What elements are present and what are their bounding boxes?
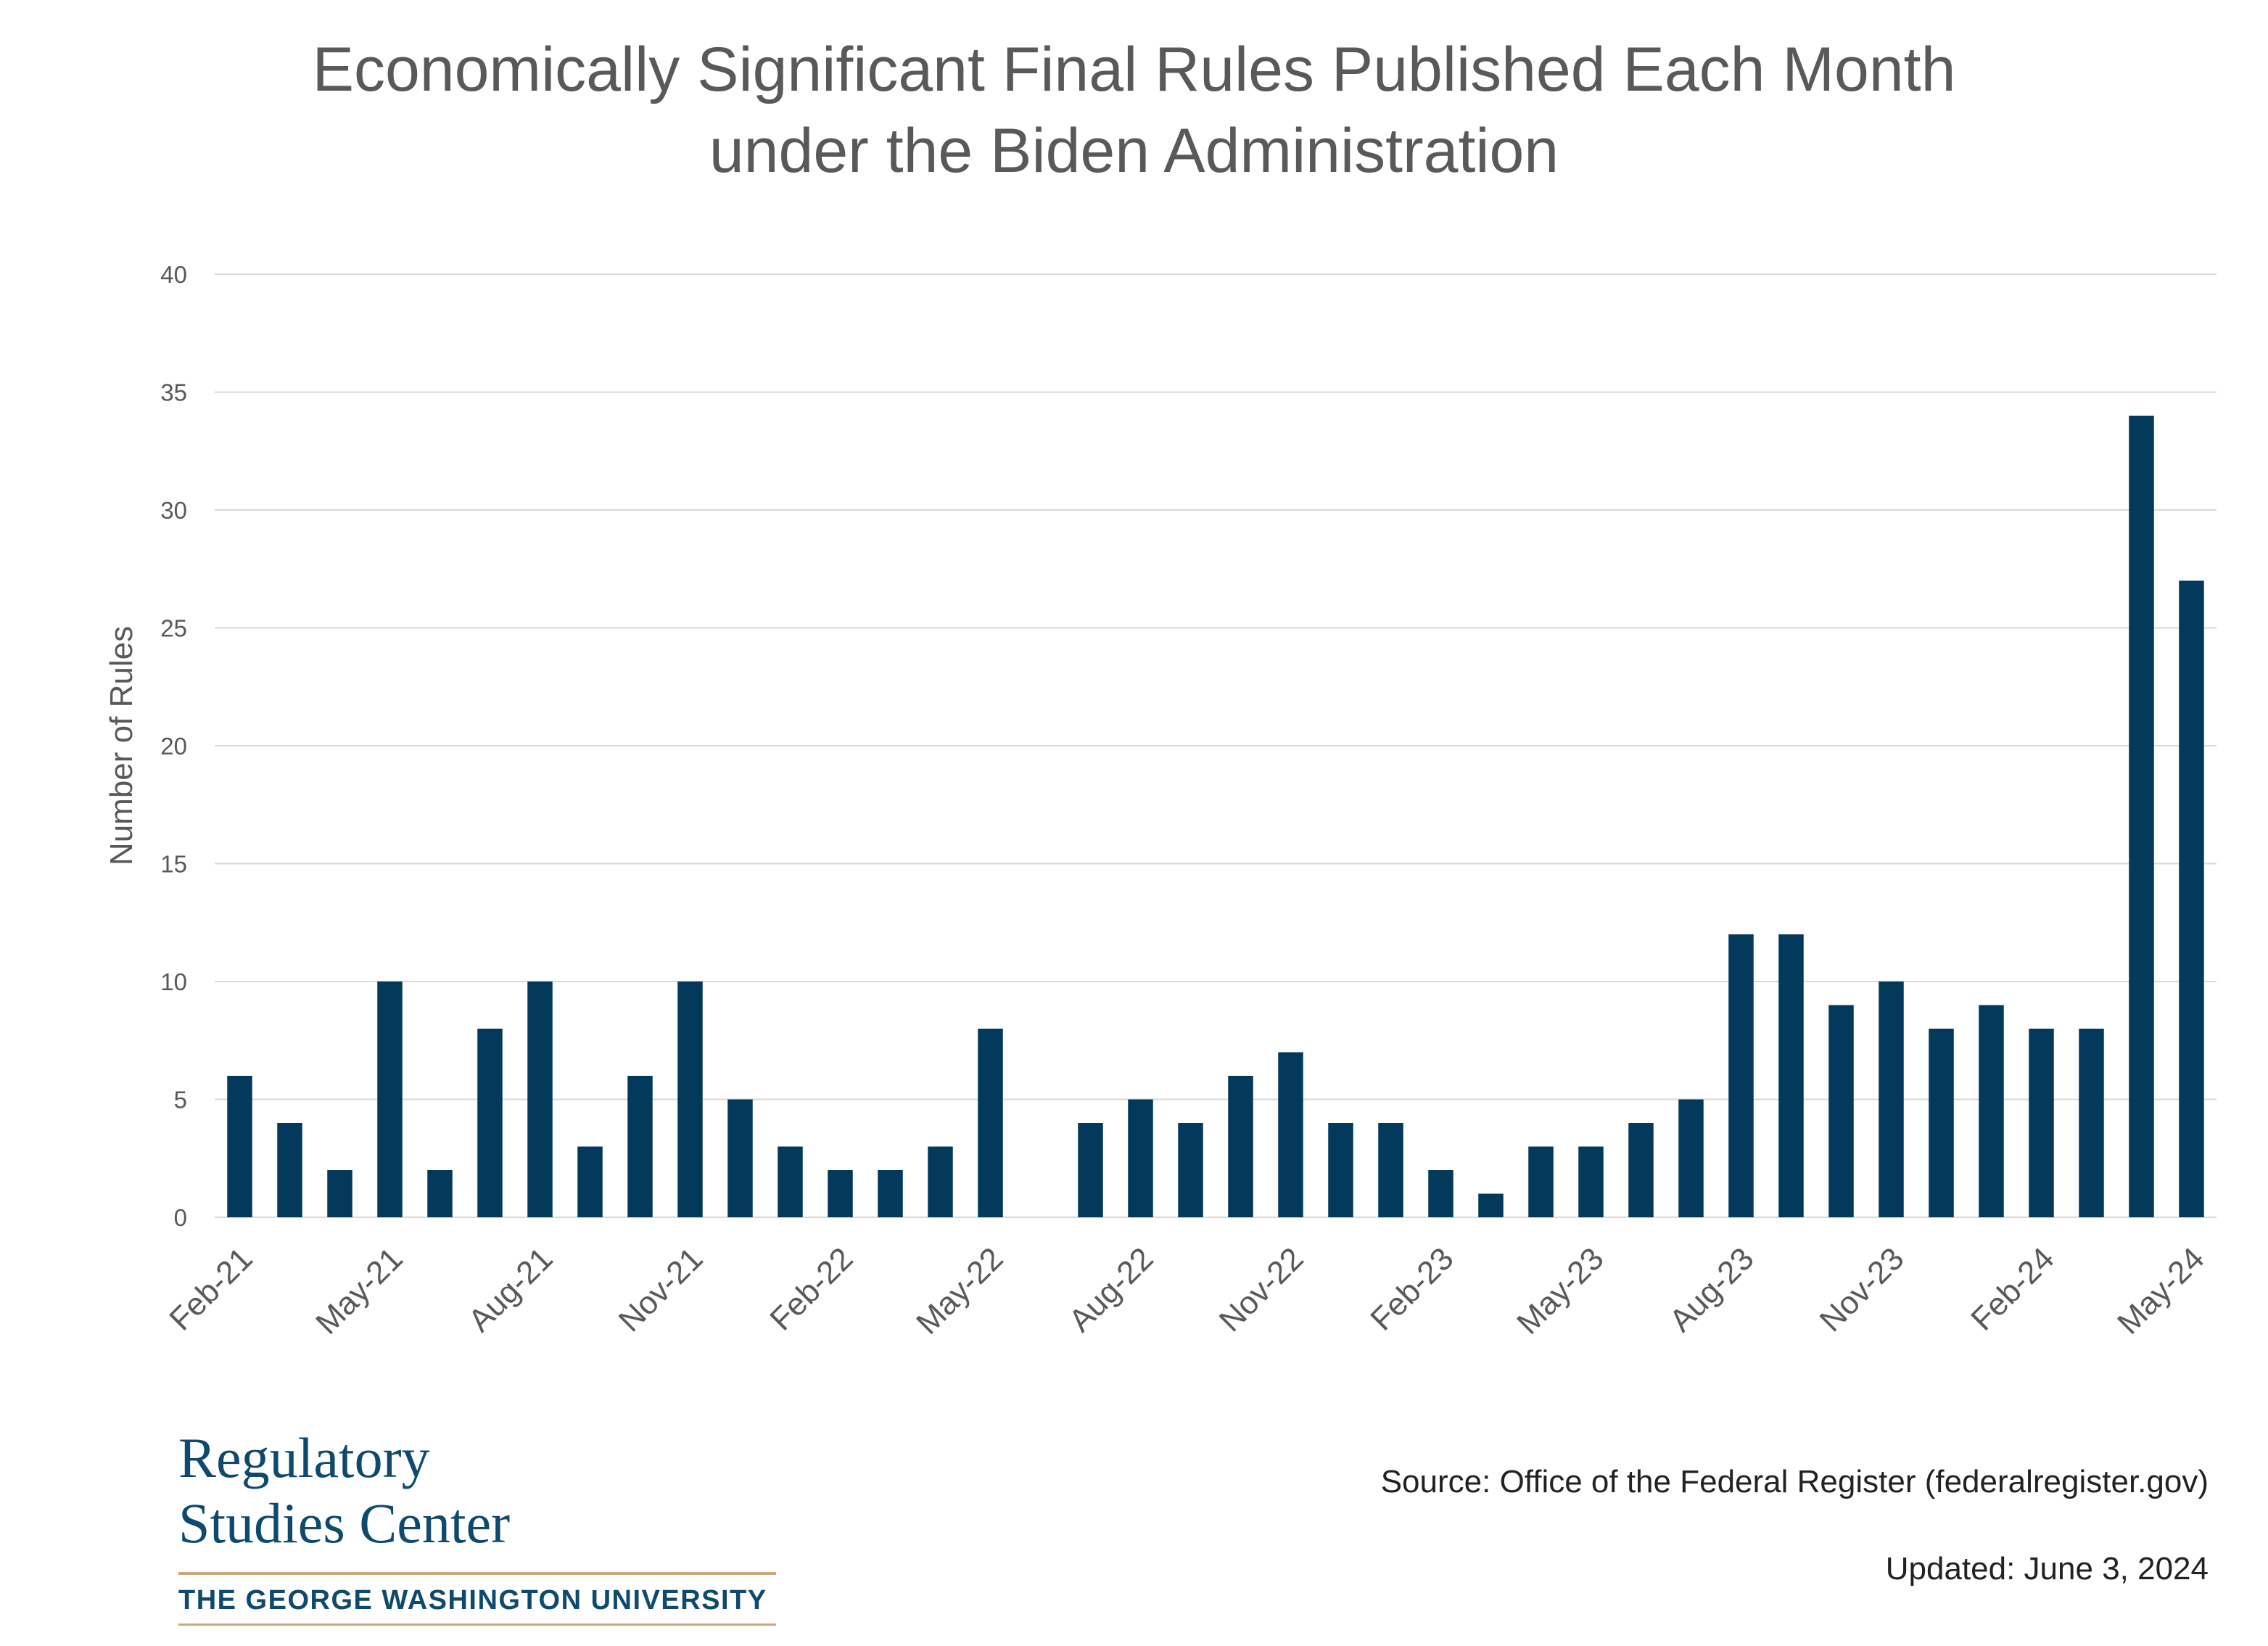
y-tick-label: 15: [160, 851, 187, 878]
bar-Feb-24: [2029, 1029, 2054, 1217]
y-tick-label: 35: [160, 379, 187, 406]
bar-Apr-24: [2129, 416, 2154, 1217]
bar-Apr-22: [928, 1146, 953, 1217]
bar-Sep-22: [1178, 1123, 1203, 1217]
y-tick-label: 20: [160, 733, 187, 760]
bar-Sep-21: [577, 1146, 603, 1217]
x-tick-label: May-21: [309, 1240, 409, 1341]
bar-Jan-23: [1378, 1123, 1403, 1217]
bar-Nov-21: [677, 982, 703, 1217]
bar-Sep-23: [1778, 934, 1804, 1217]
bar-Feb-22: [828, 1170, 853, 1217]
y-tick-label: 30: [160, 497, 187, 524]
x-tick-label: Aug-22: [1063, 1240, 1160, 1338]
bar-Jan-22: [778, 1146, 803, 1217]
bar-Feb-21: [227, 1076, 252, 1217]
bar-Dec-21: [727, 1099, 753, 1217]
logo-line1: Regulatory: [178, 1426, 430, 1489]
bar-May-22: [978, 1029, 1003, 1217]
bar-Jun-23: [1628, 1123, 1654, 1217]
y-tick-label: 40: [160, 261, 187, 288]
x-tick-label: Feb-24: [1964, 1240, 2061, 1337]
bar-Jul-22: [1078, 1123, 1103, 1217]
bar-Dec-22: [1328, 1123, 1353, 1217]
chart-title: Economically Significant Final Rules Pub…: [0, 29, 2268, 192]
bar-Jun-21: [427, 1170, 453, 1217]
y-axis-ticks: 0 5 10 15 20 25 30 35 40: [160, 261, 187, 1231]
bar-Apr-23: [1528, 1146, 1554, 1217]
updated-note: Updated: June 3, 2024: [1885, 1551, 2209, 1587]
logo-line2: Studies Center: [178, 1491, 511, 1555]
bar-Aug-22: [1128, 1099, 1153, 1217]
bar-Mar-22: [878, 1170, 903, 1217]
x-tick-label: May-24: [2111, 1240, 2211, 1341]
bar-Oct-23: [1828, 1005, 1854, 1217]
logo-university: THE GEORGE WASHINGTON UNIVERSITY: [178, 1585, 767, 1616]
bar-May-23: [1578, 1146, 1604, 1217]
bar-May-21: [377, 982, 403, 1217]
x-axis-ticks: Feb-21 May-21 Aug-21 Nov-21 Feb-22 May-22 Aug-…: [162, 1240, 2211, 1341]
y-tick-label: 25: [160, 615, 187, 642]
y-tick-label: 0: [174, 1204, 187, 1231]
logo-underline: [178, 1624, 776, 1626]
bar-Mar-23: [1478, 1193, 1504, 1217]
bar-Oct-22: [1228, 1076, 1253, 1217]
rsc-logo: Regulatory Studies Center THE GEORGE WAS…: [178, 1425, 780, 1626]
x-tick-label: Nov-22: [1213, 1240, 1311, 1338]
chart-title-line2: under the Biden Administration: [709, 116, 1559, 186]
bar-Apr-21: [327, 1170, 352, 1217]
logo-divider: [178, 1572, 776, 1575]
bar-Jan-24: [1979, 1005, 2004, 1217]
bar-Feb-23: [1428, 1170, 1453, 1217]
bars: [227, 416, 2204, 1217]
bar-Dec-23: [1929, 1029, 1954, 1217]
x-tick-label: Feb-21: [162, 1240, 259, 1337]
x-tick-label: Aug-21: [462, 1240, 560, 1338]
bar-Oct-21: [627, 1076, 653, 1217]
source-note: Source: Office of the Federal Register (…: [1380, 1464, 2209, 1499]
gridlines: [215, 273, 2217, 1218]
y-tick-label: 10: [160, 968, 187, 995]
bar-Mar-24: [2079, 1029, 2104, 1217]
bar-Jul-23: [1678, 1099, 1704, 1217]
bar-Nov-22: [1278, 1052, 1303, 1217]
x-tick-label: Feb-22: [763, 1240, 859, 1337]
chart-title-line1: Economically Significant Final Rules Pub…: [312, 35, 1956, 104]
x-tick-label: Aug-23: [1663, 1240, 1761, 1338]
x-tick-label: Feb-23: [1364, 1240, 1460, 1337]
bar-Aug-21: [527, 982, 553, 1217]
bar-Jul-21: [477, 1029, 503, 1217]
bar-May-24: [2179, 580, 2204, 1217]
x-tick-label: Nov-23: [1813, 1240, 1911, 1338]
y-tick-label: 5: [174, 1087, 187, 1114]
x-tick-label: Nov-21: [612, 1240, 710, 1338]
bar-Nov-23: [1879, 982, 1904, 1217]
x-tick-label: May-22: [910, 1240, 1010, 1341]
bar-Aug-23: [1728, 934, 1754, 1217]
bar-Mar-21: [277, 1123, 302, 1217]
y-axis-title: Number of Rules: [104, 626, 139, 865]
x-tick-label: May-23: [1510, 1240, 1610, 1341]
